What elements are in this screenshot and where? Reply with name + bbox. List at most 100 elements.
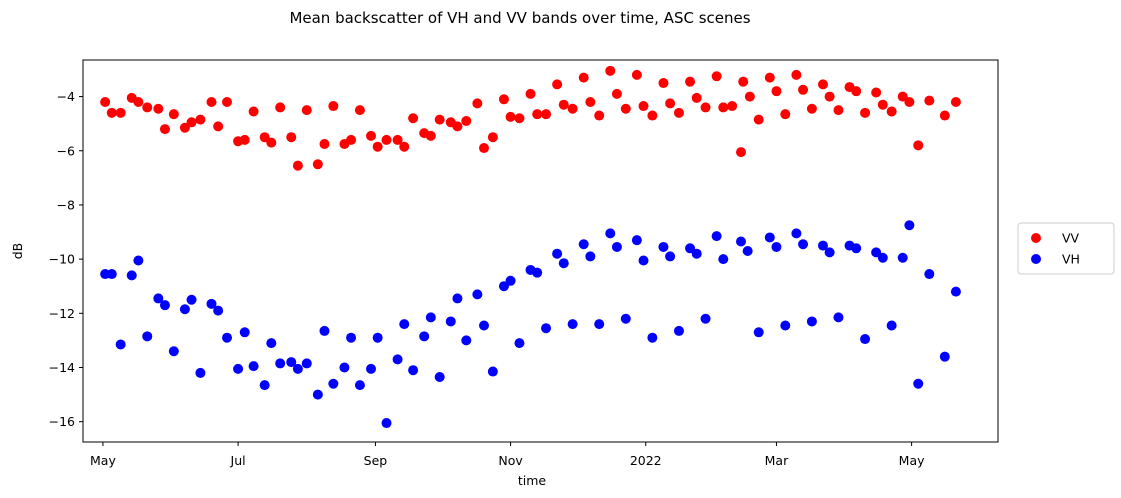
point-vh-58	[611, 241, 622, 252]
point-vv-0	[100, 96, 111, 107]
point-vh-88	[886, 320, 897, 331]
point-vh-71	[736, 236, 746, 247]
point-vv-40	[452, 121, 463, 132]
point-vh-53	[567, 319, 578, 330]
point-vv-31	[372, 141, 383, 152]
point-vv-11	[195, 114, 206, 125]
y-tick-label: −16	[49, 414, 75, 429]
point-vv-63	[658, 78, 669, 89]
point-vv-64	[665, 98, 676, 109]
point-vh-18	[259, 380, 270, 391]
x-tick-label: Nov	[498, 453, 523, 468]
point-vh-34	[399, 319, 410, 330]
point-vv-70	[718, 102, 729, 113]
point-vv-95	[950, 96, 961, 107]
point-vh-78	[798, 239, 809, 250]
point-vh-13	[213, 305, 224, 316]
point-vv-30	[366, 130, 377, 141]
point-vh-28	[346, 332, 357, 343]
point-vh-15	[233, 363, 244, 374]
y-tick-label: −14	[49, 360, 75, 375]
x-tick-label: Sep	[364, 453, 388, 468]
point-vh-94	[950, 286, 961, 297]
point-vv-66	[685, 76, 696, 87]
point-vh-55	[585, 251, 596, 262]
point-vh-92	[924, 269, 935, 280]
point-vv-73	[744, 91, 755, 102]
point-vv-85	[851, 86, 862, 97]
legend-box	[1017, 222, 1115, 275]
point-vh-70	[718, 254, 729, 265]
point-vv-94	[939, 110, 950, 121]
point-vh-30	[366, 363, 377, 374]
plot-frame	[82, 59, 999, 443]
point-vh-54	[578, 239, 589, 250]
point-vh-33	[392, 354, 403, 365]
point-vh-77	[791, 228, 802, 239]
point-vh-82	[833, 312, 844, 323]
point-vv-42	[472, 98, 483, 109]
point-vh-50	[541, 323, 552, 334]
point-vv-62	[647, 110, 658, 121]
point-vh-64	[665, 251, 676, 262]
point-vh-26	[328, 378, 339, 389]
point-vh-56	[594, 319, 605, 330]
point-vh-19	[266, 338, 277, 349]
point-vh-89	[897, 252, 908, 263]
point-vv-93	[924, 95, 935, 106]
y-axis-label: dB	[10, 243, 25, 260]
point-vv-79	[798, 84, 809, 95]
point-vv-57	[605, 65, 616, 76]
point-vh-35	[408, 365, 419, 376]
point-vh-16	[239, 327, 250, 338]
y-tick-label: −12	[49, 306, 75, 321]
point-vv-1	[106, 107, 117, 118]
point-vh-36	[419, 331, 430, 342]
point-vh-40	[452, 293, 463, 304]
point-vh-27	[339, 362, 350, 373]
point-vv-83	[833, 105, 844, 116]
point-vv-50	[541, 109, 552, 120]
legend-marker-vh	[1031, 254, 1041, 264]
point-vv-82	[824, 91, 835, 102]
point-vv-28	[346, 134, 357, 145]
point-vv-38	[434, 114, 445, 125]
point-vh-85	[860, 334, 871, 345]
point-vv-29	[354, 105, 365, 116]
point-vh-68	[700, 313, 711, 324]
point-vv-41	[461, 115, 472, 126]
point-vv-72	[738, 76, 749, 87]
point-vh-12	[206, 298, 217, 309]
point-vv-56	[594, 110, 605, 121]
point-vh-57	[605, 228, 616, 239]
point-vv-43	[479, 143, 489, 154]
point-vh-20	[275, 358, 286, 369]
point-vv-32	[381, 134, 392, 145]
point-vv-89	[886, 106, 897, 117]
point-vh-4	[133, 255, 144, 266]
point-vv-20	[275, 102, 286, 113]
point-vh-42	[472, 289, 483, 300]
y-axis: −16 −14 −12 −10 −8 −6 −4	[49, 89, 83, 429]
point-vv-12	[206, 96, 217, 107]
point-vv-6	[153, 103, 164, 114]
point-vv-2	[115, 107, 126, 118]
point-vv-35	[408, 113, 419, 124]
point-vh-21	[286, 357, 297, 368]
x-tick-label: May	[899, 453, 925, 468]
point-vh-22	[292, 363, 303, 374]
point-vv-9	[179, 122, 190, 133]
point-vv-48	[525, 88, 536, 99]
point-vv-53	[567, 103, 578, 114]
x-axis: May Jul Sep Nov 2022 Mar May	[90, 442, 925, 468]
point-vv-77	[780, 109, 791, 120]
x-tick-label: Mar	[765, 453, 789, 468]
point-vv-18	[259, 132, 270, 143]
point-vv-81	[817, 79, 828, 90]
point-vh-9	[179, 304, 190, 315]
point-vv-13	[213, 121, 224, 132]
point-vv-46	[505, 111, 516, 122]
point-vv-60	[631, 69, 642, 80]
point-vh-63	[658, 241, 669, 252]
